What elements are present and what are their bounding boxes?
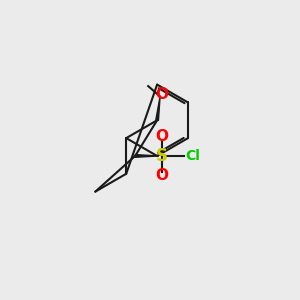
Text: O: O [155,128,168,143]
Text: Cl: Cl [186,149,200,163]
Text: O: O [155,87,168,102]
Polygon shape [156,97,160,120]
Polygon shape [135,154,159,157]
Text: S: S [156,147,168,165]
Text: O: O [155,168,168,183]
